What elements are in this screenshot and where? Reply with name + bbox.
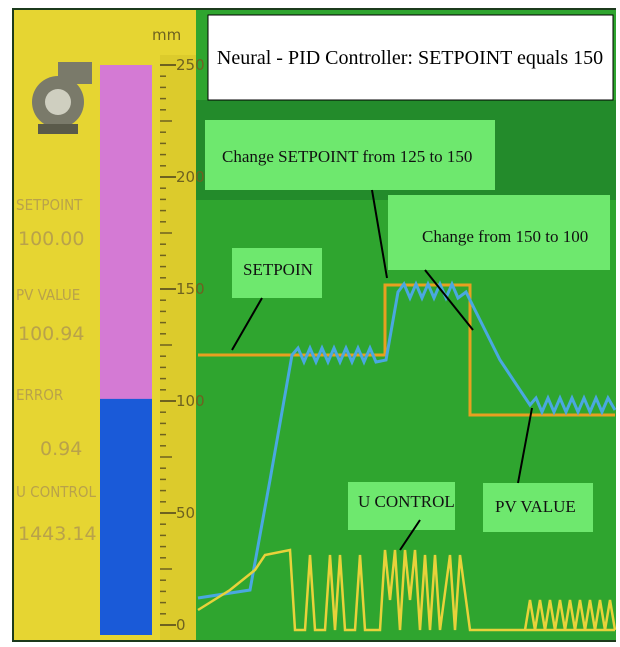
annotation: SETPOIN <box>243 260 313 279</box>
readout-value: 100.00 <box>18 228 84 250</box>
readout-value: 100.94 <box>18 323 84 345</box>
annotation: Change SETPOINT from 125 to 150 <box>222 147 472 166</box>
unit: mm <box>152 26 181 44</box>
ruler-tick-label: 150 <box>176 280 205 298</box>
annotation: Change from 150 to 100 <box>422 227 588 246</box>
readout-label: SETPOINT <box>16 196 83 214</box>
readout-label: U CONTROL <box>16 483 97 501</box>
annotation: U CONTROL <box>358 492 455 511</box>
annotation: PV VALUE <box>495 497 576 516</box>
ruler-tick-label: 250 <box>176 56 205 74</box>
readout-label: PV VALUE <box>16 286 80 304</box>
readout-label: ERROR <box>16 386 63 404</box>
title: Neural - PID Controller: SETPOINT equals… <box>217 47 603 69</box>
gauge-level <box>100 399 152 635</box>
readout-value: 0.94 <box>40 438 82 460</box>
ruler-tick-label: 0 <box>176 616 186 634</box>
screen: mm SETPOINT 100.00 PV VALUE 100.94 ERROR 0.94… <box>0 0 620 647</box>
readout-value: 1443.14 <box>18 523 97 545</box>
ruler-tick-label: 200 <box>176 168 205 186</box>
ruler-tick-label: 100 <box>176 392 205 410</box>
ruler-tick-label: 50 <box>176 504 195 522</box>
